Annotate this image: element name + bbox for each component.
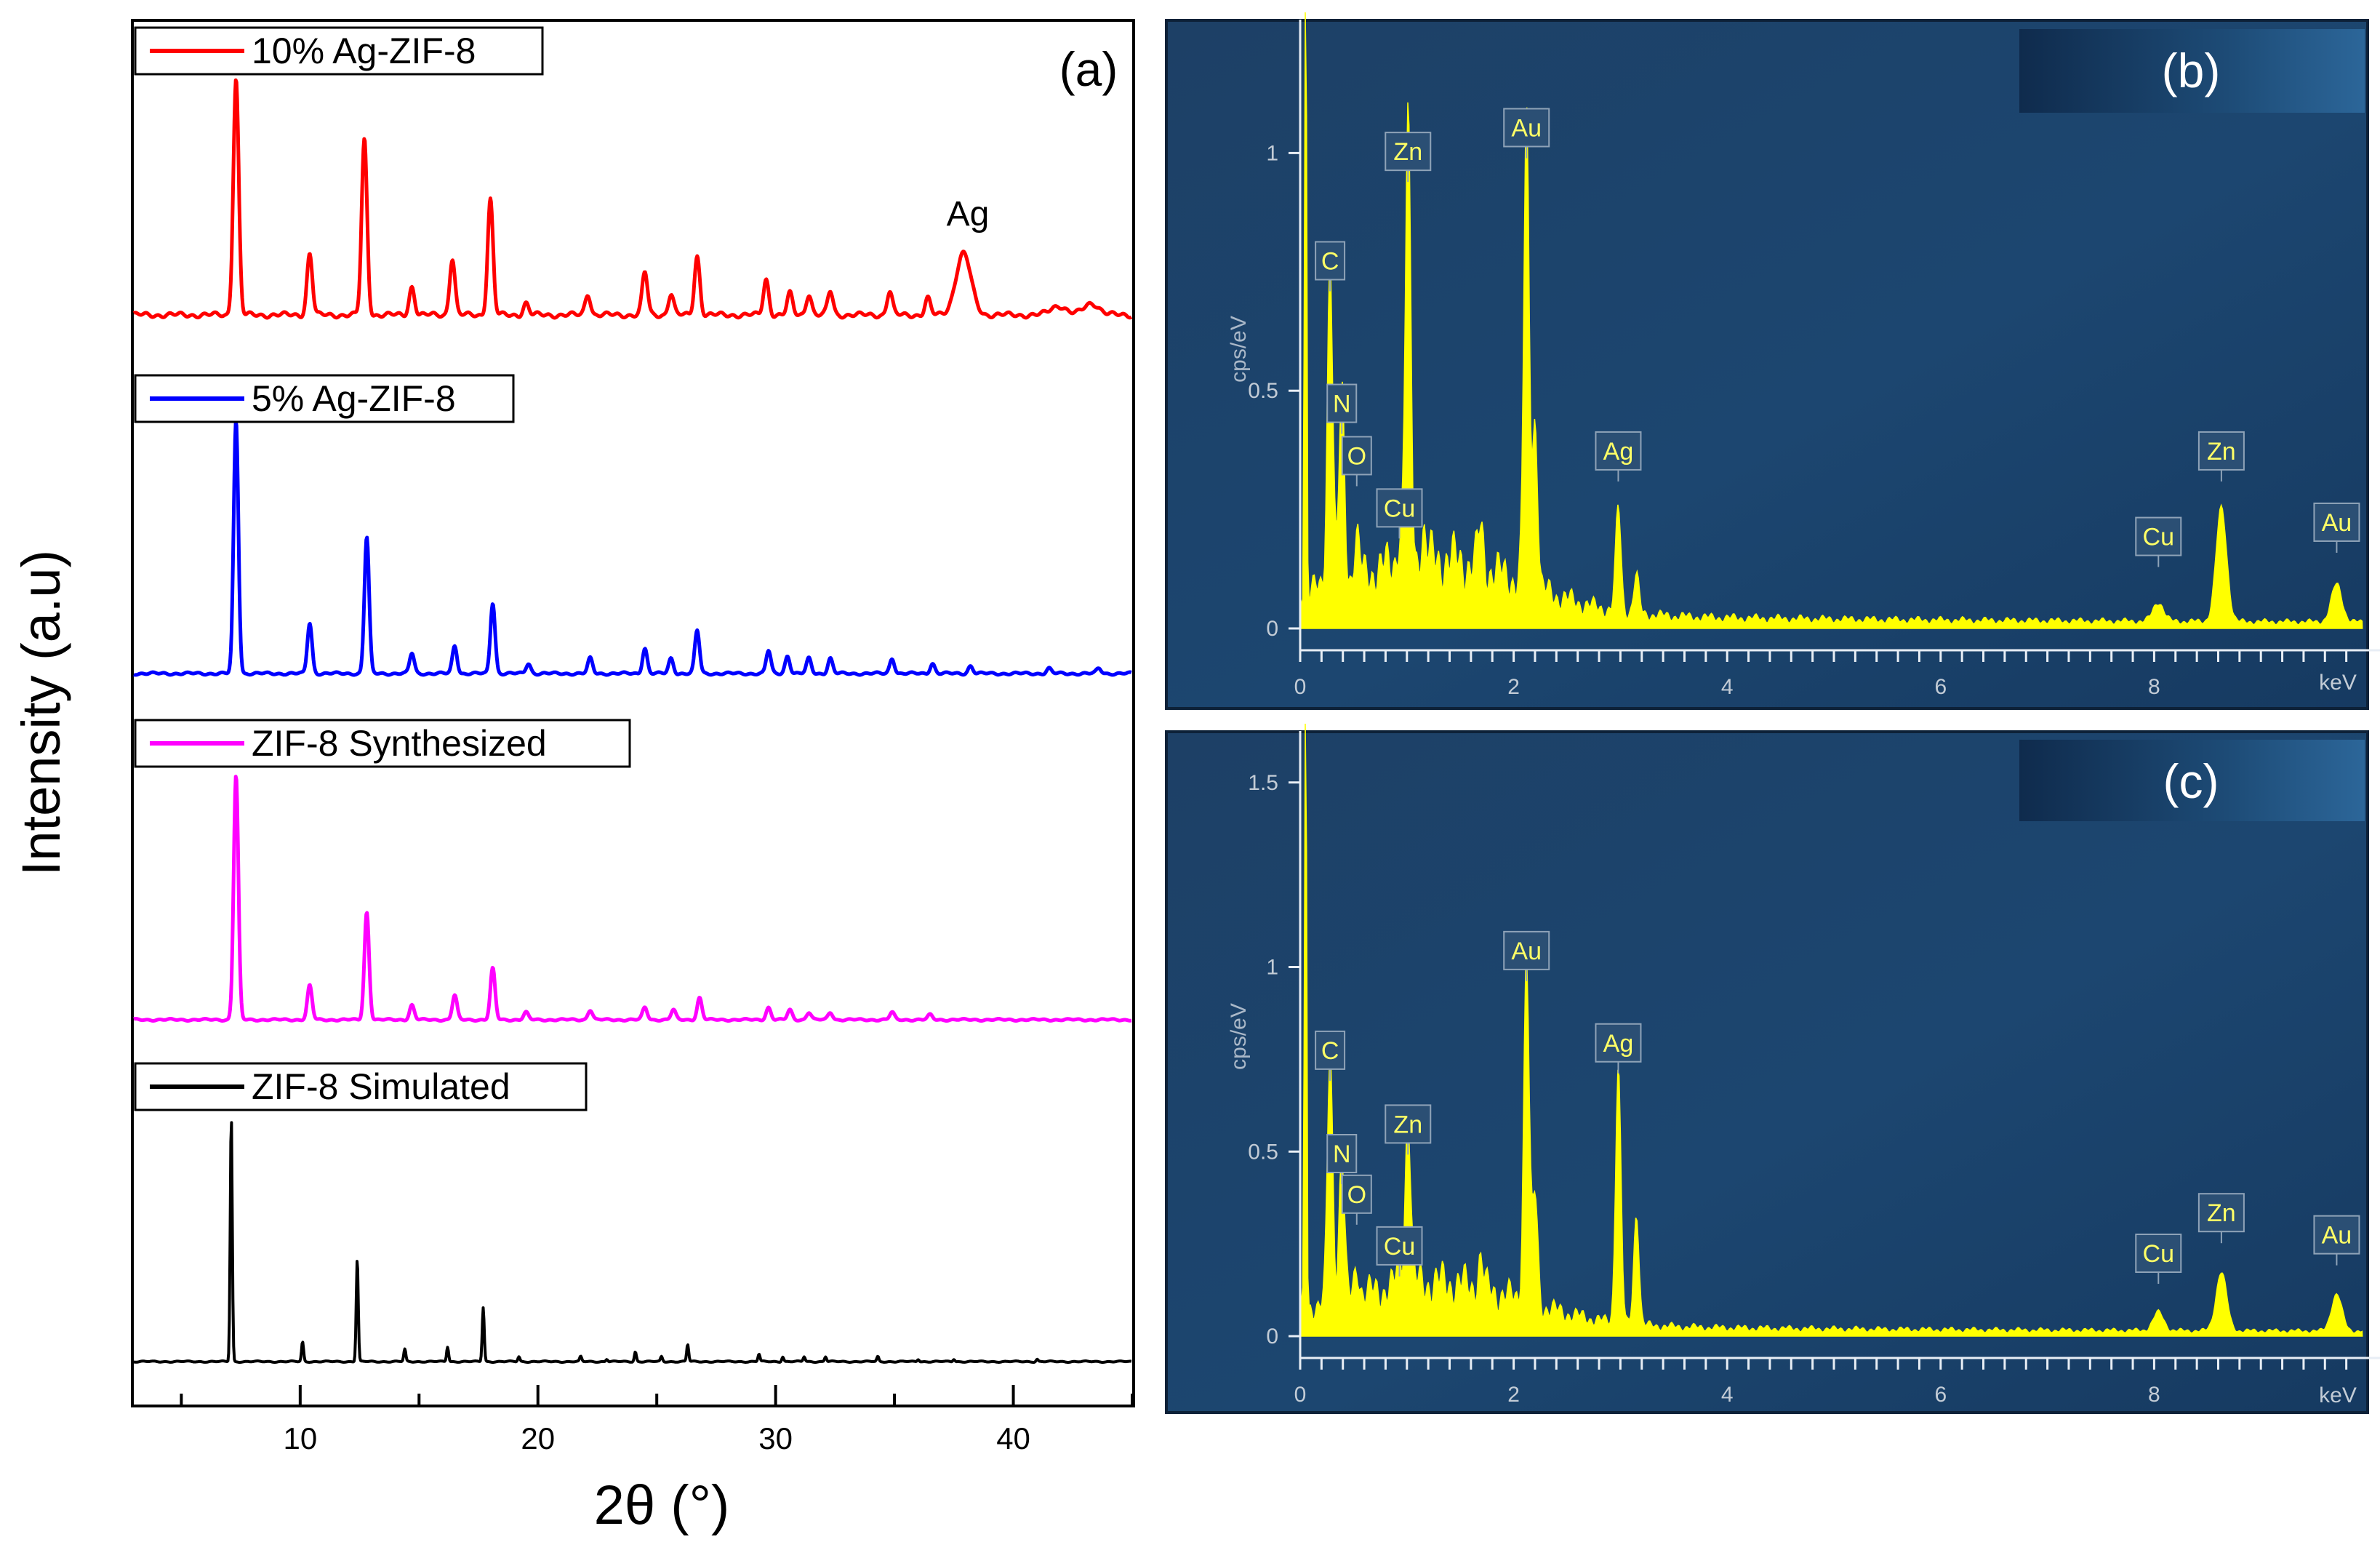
eds-element-label: Cu [2143, 1240, 2174, 1268]
ag-peak-annotation: Ag [947, 195, 990, 233]
eds-element-label: Zn [1393, 1111, 1422, 1138]
eds-label-box [2313, 502, 2360, 542]
eds-x-tick-label: 2 [1507, 675, 1520, 699]
xrd-series-line [133, 1121, 1132, 1364]
xrd-x-tick-label: 20 [521, 1421, 555, 1455]
eds-c-tag-box [2019, 740, 2365, 821]
eds-element-label: Zn [2207, 438, 2236, 466]
eds-y-tick-label: 0.5 [1248, 379, 1278, 403]
eds-panel-b: (b) cps/eV keV 0 2 4 6 8 0 0.5 1 C NO Cu Zn Au Ag Cu Zn… [1165, 12, 2380, 710]
eds-x-tick-label: 0 [1294, 1383, 1307, 1407]
eds-c-x-axis-label: keV [2319, 1383, 2357, 1407]
eds-c-y-axis-label: cps/eV [1227, 1003, 1251, 1070]
eds-label-box [2135, 516, 2182, 556]
eds-element-label: O [1347, 442, 1366, 470]
eds-element-label: O [1347, 1181, 1366, 1209]
eds-x-tick-label: 2 [1507, 1383, 1520, 1407]
eds-b-y-axis-label: cps/eV [1227, 316, 1251, 383]
eds-element-label: Au [2322, 1222, 2352, 1250]
eds-element-label: Zn [2207, 1199, 2236, 1227]
panel-b-label: (b) [2162, 44, 2221, 97]
legend-label: 10% Ag-ZIF-8 [252, 31, 476, 71]
eds-y-tick-label: 0 [1266, 617, 1278, 641]
eds-label-box [1595, 1023, 1642, 1063]
eds-spectrum [1299, 723, 2363, 1337]
eds-panel-c: (c) cps/eV keV 0 2 4 6 8 0 0.5 1 1.5 C NO Cu Zn Au Ag C… [1165, 723, 2380, 1414]
eds-x-tick-label: 6 [1934, 1383, 1947, 1407]
eds-y-tick-label: 1 [1266, 956, 1278, 980]
eds-element-label: Zn [1393, 138, 1422, 166]
eds-x-tick-label: 8 [2148, 675, 2160, 699]
eds-label-box [1341, 436, 1372, 476]
eds-y-tick-label: 1 [1266, 141, 1278, 165]
eds-label-box [1341, 1174, 1372, 1214]
eds-b-tag-box [2019, 29, 2365, 113]
xrd-x-tick-label: 30 [758, 1421, 793, 1455]
eds-label-box [1315, 1030, 1346, 1070]
eds-element-label: C [1321, 1037, 1339, 1065]
xrd-x-tick-label: 10 [283, 1421, 317, 1455]
panel-c-label: (c) [2163, 754, 2219, 808]
eds-element-label: Cu [2143, 524, 2174, 551]
xrd-series-line [132, 775, 1133, 1023]
xrd-x-tick-label: 40 [996, 1421, 1030, 1455]
eds-label-box [2313, 1215, 2360, 1255]
eds-label-box [1326, 383, 1358, 423]
legend-label: 5% Ag-ZIF-8 [252, 378, 456, 419]
eds-b-x-axis-label: keV [2319, 671, 2357, 695]
eds-y-tick-label: 1.5 [1248, 771, 1278, 795]
panel-a-label: (a) [1059, 42, 1118, 96]
eds-label-box [2197, 431, 2245, 471]
eds-element-label: C [1321, 247, 1339, 275]
xrd-traces [132, 78, 1133, 1364]
eds-x-tick-label: 4 [1721, 1383, 1734, 1407]
eds-label-box [1503, 930, 1550, 970]
eds-x-tick-label: 4 [1721, 675, 1734, 699]
eds-element-label: Au [2322, 509, 2352, 537]
eds-element-label: N [1333, 391, 1351, 418]
eds-label-box [1376, 488, 1423, 528]
eds-label-box [1385, 132, 1432, 172]
eds-spectrum [1299, 12, 2363, 629]
eds-element-label: Au [1511, 114, 1542, 142]
legend-label: ZIF-8 Synthesized [252, 723, 547, 764]
eds-c-plot: 0 2 4 6 8 0 0.5 1 1.5 C NO Cu Zn Au Ag Cu Zn Au [1248, 723, 2380, 1407]
eds-label-box [1503, 108, 1550, 148]
eds-label-box [1376, 1226, 1423, 1266]
eds-element-label: Ag [1603, 1030, 1634, 1058]
eds-label-box [1385, 1104, 1432, 1144]
eds-label-box [2135, 1234, 2182, 1274]
eds-x-tick-label: 0 [1294, 675, 1307, 699]
eds-y-tick-label: 0.5 [1248, 1140, 1278, 1164]
xrd-series-line [132, 420, 1133, 677]
eds-y-tick-label: 0 [1266, 1325, 1278, 1349]
xrd-x-axis-label: 2θ (°) [594, 1474, 730, 1536]
xrd-plot-frame [131, 19, 1135, 1407]
xrd-panel: 10 20 30 40 10% Ag-ZIF-8 5% Ag-ZIF-8 ZIF-8 Sy… [11, 19, 1135, 1536]
eds-element-label: N [1333, 1140, 1351, 1168]
legend-label: ZIF-8 Simulated [252, 1066, 510, 1107]
xrd-legends: 10% Ag-ZIF-8 5% Ag-ZIF-8 ZIF-8 Synthesized… [134, 26, 631, 1111]
eds-b-plot: 0 2 4 6 8 0 0.5 1 C NO Cu Zn Au Ag Cu Zn Au [1248, 12, 2380, 699]
xrd-x-axis: 10 20 30 40 [180, 1385, 1134, 1455]
eds-label-box [1326, 1134, 1358, 1173]
xrd-y-axis-label: Intensity (a.u) [11, 550, 71, 876]
eds-label-box [1595, 431, 1642, 471]
eds-element-label: Ag [1603, 438, 1634, 466]
eds-element-label: Cu [1384, 495, 1415, 522]
xrd-series-line [132, 78, 1133, 320]
eds-element-label: Au [1511, 938, 1542, 965]
eds-x-tick-label: 6 [1934, 675, 1947, 699]
eds-element-label: Cu [1384, 1233, 1415, 1261]
eds-x-tick-label: 8 [2148, 1383, 2160, 1407]
eds-label-box [1315, 241, 1346, 281]
eds-label-box [2197, 1193, 2245, 1233]
